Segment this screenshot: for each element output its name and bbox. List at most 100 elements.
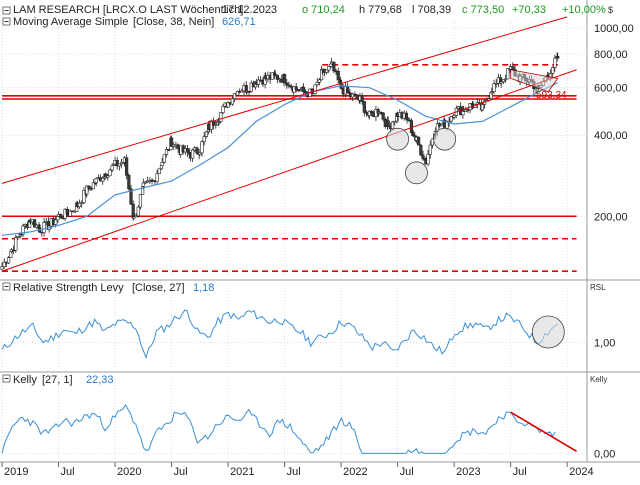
- candle-body: [393, 120, 397, 123]
- y-tick-label: 200,00: [594, 211, 628, 223]
- y-tick-label: 1000,00: [594, 23, 634, 35]
- candle-body: [127, 174, 131, 190]
- candle-body: [317, 79, 322, 83]
- header-high: h 779,68: [359, 4, 402, 16]
- candle-body: [129, 188, 133, 205]
- candle-body: [2, 261, 6, 268]
- candle-body: [304, 91, 308, 94]
- rsl-label: Relative Strength Levy: [13, 282, 124, 294]
- candle-body: [494, 83, 498, 85]
- candle-body: [101, 177, 105, 182]
- candle-body: [287, 84, 291, 87]
- candle-body: [198, 152, 202, 155]
- candle-body: [327, 66, 331, 71]
- candle-body: [155, 173, 159, 182]
- candle-body: [68, 210, 72, 217]
- candle-body: [404, 112, 408, 118]
- candle-body: [553, 57, 557, 68]
- candle-body: [141, 182, 145, 187]
- candle-body: [315, 81, 319, 86]
- candle-body: [14, 237, 18, 251]
- candle-body: [275, 74, 279, 80]
- candle-body: [534, 87, 538, 90]
- candle-body: [449, 116, 453, 122]
- rsl-params: [Close, 27]: [132, 282, 185, 294]
- candle-body: [125, 157, 129, 176]
- candle-body: [164, 149, 169, 155]
- trendline-layer: [1, 16, 577, 272]
- ma-params: [Close, 38, Nein]: [133, 16, 214, 28]
- candle-body: [386, 120, 390, 127]
- kelly-trendline: [510, 411, 577, 453]
- candle-body: [294, 86, 298, 90]
- candle-body: [452, 115, 456, 118]
- candle-body: [511, 66, 515, 70]
- candle-body: [285, 82, 289, 86]
- header-close: c 773,50: [462, 4, 504, 16]
- header-date: 17.12.2023: [222, 4, 277, 16]
- annotation-layer: [386, 69, 559, 185]
- candle-body: [369, 110, 374, 114]
- candle-body: [204, 131, 208, 137]
- candle-body: [82, 189, 86, 203]
- rsl-value: 1,18: [193, 282, 214, 294]
- candle-body: [42, 222, 46, 233]
- kelly-axis-label: Kelly: [590, 375, 607, 384]
- candle-body: [77, 202, 82, 207]
- candle-body: [240, 90, 244, 93]
- candle-body: [419, 144, 423, 156]
- candle-body: [551, 67, 555, 74]
- kelly-layer: [1, 403, 577, 455]
- candle-body: [282, 74, 287, 84]
- x-tick-label: Jul: [400, 466, 414, 478]
- candle-body: [143, 181, 148, 184]
- candle-body: [136, 206, 140, 217]
- candle-body: [21, 225, 25, 235]
- y-tick-label: 800,00: [594, 49, 628, 61]
- candle-body: [332, 61, 336, 72]
- collapse-icon[interactable]: [2, 6, 11, 15]
- y-tick-label: 400,00: [594, 130, 628, 142]
- candle-body: [108, 169, 112, 177]
- candle-body: [235, 90, 240, 96]
- candle-body: [91, 182, 95, 190]
- candle-body: [346, 86, 350, 94]
- candle-body: [106, 175, 110, 178]
- x-tick-label: Jul: [513, 466, 527, 478]
- x-tick-label: 2023: [456, 466, 480, 478]
- candle-body: [221, 106, 225, 113]
- candle-body: [325, 69, 329, 73]
- candle-body: [195, 147, 199, 154]
- x-tick-label: Jul: [287, 466, 301, 478]
- level-annotation: 593,34: [536, 90, 567, 101]
- candle-body: [226, 102, 230, 108]
- candle-body: [412, 132, 416, 137]
- y-tick-label: 0,00: [594, 448, 615, 460]
- pattern-circle: [433, 127, 457, 151]
- trendline: [1, 69, 577, 272]
- candle-body: [157, 168, 161, 175]
- candle-body: [190, 149, 195, 159]
- x-tick-label: 2020: [117, 466, 141, 478]
- ma-label: Moving Average Simple: [13, 16, 128, 28]
- candle-body: [428, 144, 432, 155]
- candle-body: [336, 70, 340, 81]
- rsl-axis-label: RSL: [590, 283, 606, 292]
- candle-body: [381, 112, 385, 120]
- candle-body: [556, 56, 560, 59]
- kelly-collapse-icon[interactable]: [2, 374, 11, 383]
- pattern-circle: [386, 127, 410, 151]
- ma-collapse-icon[interactable]: [2, 17, 11, 26]
- triangle-pattern: [510, 69, 559, 93]
- candle-body: [54, 219, 58, 225]
- candle-body: [217, 121, 221, 123]
- x-tick-label: Jul: [61, 466, 75, 478]
- rsl-collapse-icon[interactable]: [2, 282, 11, 291]
- candle-body: [301, 86, 306, 92]
- candle-body: [421, 154, 425, 160]
- candle-body: [162, 154, 166, 163]
- candle-body: [117, 163, 122, 167]
- candle-body: [360, 95, 364, 102]
